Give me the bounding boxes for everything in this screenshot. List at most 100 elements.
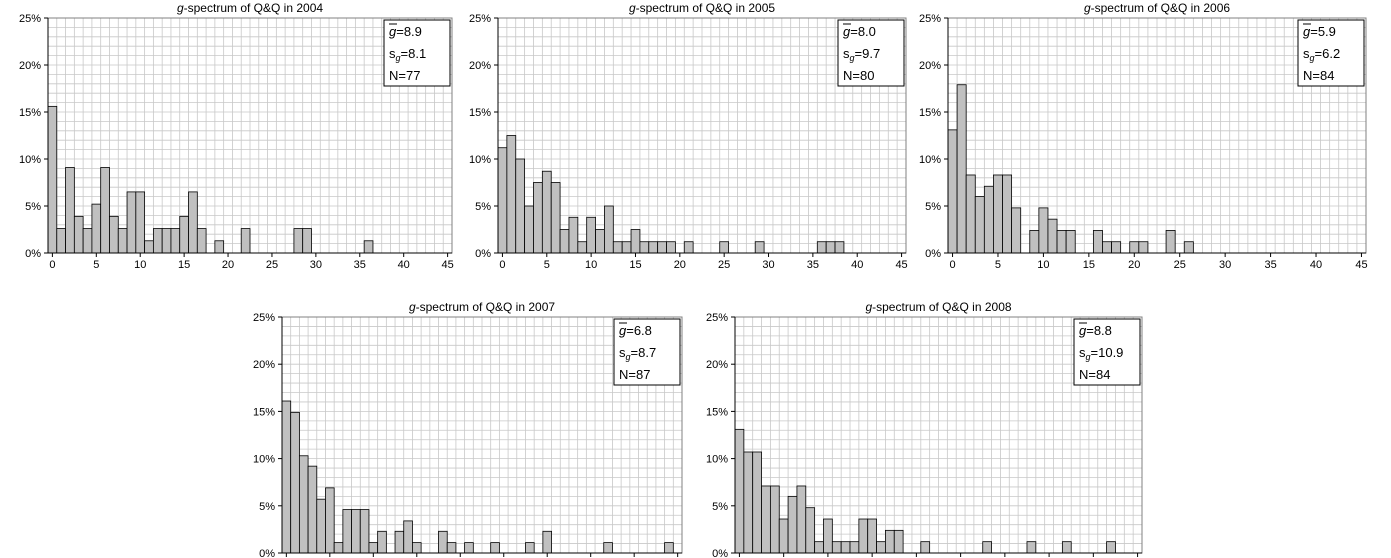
bar-2 xyxy=(65,167,75,254)
bar-25 xyxy=(719,241,730,254)
stats-box: g=6.8sg=8.7N=87 xyxy=(613,318,681,386)
bar-4 xyxy=(82,228,93,254)
y-tick-label: 0% xyxy=(475,248,491,260)
bar-14 xyxy=(621,241,632,254)
y-tick-label: 15% xyxy=(19,107,41,119)
x-tick-label: 20 xyxy=(674,259,686,271)
bar-7 xyxy=(342,509,352,554)
bar-19 xyxy=(214,240,225,254)
bar-10 xyxy=(1038,207,1049,254)
stats-box-frame xyxy=(1297,19,1365,87)
sd-subscript: g xyxy=(396,53,401,63)
title-text: -spectrum of Q&Q in 2004 xyxy=(184,1,324,15)
sd-value: =9.7 xyxy=(855,46,881,61)
bar-18 xyxy=(1111,241,1122,254)
x-tick-label: 15 xyxy=(629,259,641,271)
stats-box: g=5.9sg=6.2N=84 xyxy=(1297,19,1365,87)
x-tick-label: 10 xyxy=(1037,259,1049,271)
bar-12 xyxy=(152,228,163,254)
y-tick-label: 5% xyxy=(712,501,728,513)
y-tick-label: 15% xyxy=(919,107,941,119)
y-tick-label: 0% xyxy=(25,248,41,260)
chart-title: g-spectrum of Q&Q in 2008 xyxy=(865,300,1011,314)
bar-44 xyxy=(664,542,674,554)
sd-value: =8.1 xyxy=(401,46,427,61)
bar-18 xyxy=(893,529,904,554)
bar-3 xyxy=(974,196,985,254)
y-tick-label: 20% xyxy=(19,60,41,72)
stats-sd: sg=10.9 xyxy=(1079,345,1123,362)
x-tick-label: 15 xyxy=(178,259,190,271)
bar-12 xyxy=(840,541,851,554)
bars xyxy=(281,400,674,554)
stats-mean: g=8.9 xyxy=(389,24,422,39)
bar-8 xyxy=(805,507,816,554)
y-tick-label: 10% xyxy=(706,454,728,466)
sd-symbol: s xyxy=(619,345,626,360)
y-tick-label: 0% xyxy=(259,548,275,558)
stats-box: g=8.8sg=10.9N=84 xyxy=(1073,318,1141,386)
bar-13 xyxy=(394,530,405,554)
sd-subscript: g xyxy=(626,352,631,362)
bar-13 xyxy=(1065,230,1076,254)
mean-value: =8.9 xyxy=(396,24,422,39)
x-tick-label: 30 xyxy=(1219,259,1231,271)
sd-symbol: s xyxy=(389,46,396,61)
x-tick-label: 5 xyxy=(995,259,1001,271)
bar-17 xyxy=(196,228,207,254)
x-tick-label: 45 xyxy=(441,259,453,271)
sd-value: =8.7 xyxy=(631,345,657,360)
bar-2 xyxy=(752,451,762,554)
stats-sd: sg=8.1 xyxy=(389,46,426,63)
bar-12 xyxy=(1056,230,1067,254)
bar-16 xyxy=(188,191,198,254)
title-text: -spectrum of Q&Q in 2007 xyxy=(416,300,556,314)
mean-value: =6.8 xyxy=(626,323,652,338)
sd-subscript: g xyxy=(1086,352,1091,362)
chart-panel-5: 0%5%10%15%20%25%051015202530354045g-spec… xyxy=(706,300,1143,558)
y-tick-label: 5% xyxy=(259,501,275,513)
chart-panel-2: 0%5%10%15%20%25%0 5 10 15 20 25 30 35 40 45g-spec… xyxy=(469,1,908,271)
bar-6 xyxy=(1002,174,1013,254)
x-tick-label: 40 xyxy=(851,259,863,271)
stats-n: N=84 xyxy=(1079,367,1110,382)
stats-box-frame xyxy=(1073,318,1141,386)
bar-0 xyxy=(734,428,745,554)
stats-sd: sg=9.7 xyxy=(843,46,880,63)
x-tick-label: 35 xyxy=(1264,259,1276,271)
bar-9 xyxy=(814,541,824,554)
bar-4 xyxy=(533,182,543,254)
y-tick-label: 0% xyxy=(712,548,728,558)
chart-title: g-spectrum of Q&Q in 2006 xyxy=(1084,1,1230,15)
sd-symbol: s xyxy=(843,46,850,61)
bar-9 xyxy=(577,241,588,254)
bar-16 xyxy=(876,541,886,554)
x-tick-label: 35 xyxy=(354,259,366,271)
bar-14 xyxy=(170,228,181,254)
bar-4 xyxy=(983,185,994,254)
y-tick-label: 25% xyxy=(19,13,41,25)
bar-7 xyxy=(559,229,570,254)
y-tick-label: 10% xyxy=(919,154,941,166)
bar-5 xyxy=(91,203,102,254)
x-tick-label: 20 xyxy=(222,259,234,271)
mean-symbol: g xyxy=(1303,24,1311,39)
bar-10 xyxy=(368,542,379,554)
bar-11 xyxy=(595,229,605,254)
title-symbol: g xyxy=(177,1,184,15)
bar-16 xyxy=(1092,230,1103,254)
bar-11 xyxy=(1047,218,1058,254)
bars xyxy=(947,84,1194,254)
chart-title: g-spectrum of Q&Q in 2004 xyxy=(177,1,323,15)
y-tick-label: 25% xyxy=(253,312,275,324)
bar-14 xyxy=(403,520,413,554)
y-tick-label: 10% xyxy=(253,454,275,466)
bar-12 xyxy=(604,205,614,254)
bar-18 xyxy=(438,530,448,554)
bar-6 xyxy=(787,495,798,554)
y-tick-label: 0% xyxy=(925,248,941,260)
bar-24 xyxy=(490,542,500,554)
bar-5 xyxy=(325,487,335,554)
bar-19 xyxy=(666,241,676,254)
